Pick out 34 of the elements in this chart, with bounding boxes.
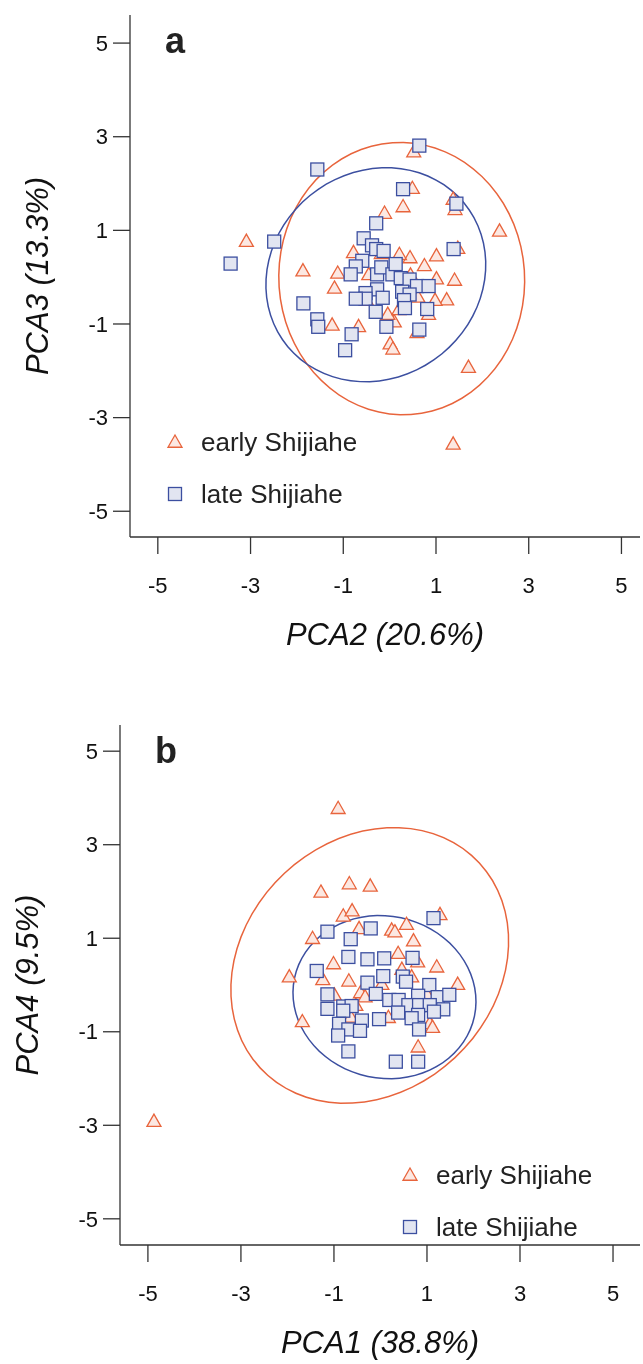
x-tick-label: -5 [138,1281,158,1306]
x-axis-title: PCA2 (20.6%) [285,617,485,652]
y-axis-title: PCA3 (13.3%) [20,176,55,376]
y-tick-label: -1 [78,1019,98,1045]
annotation: a [165,20,186,61]
y-tick-label: 5 [85,738,98,764]
legend-label: late Shijiahe [436,1212,578,1243]
y-tick-label: 3 [95,124,108,150]
y-axis-title: PCA4 (9.5%) [10,894,45,1076]
y-tick-label: -3 [78,1112,98,1138]
y-tick-label: 1 [95,218,108,244]
y-tick-label: 5 [95,30,108,56]
x-tick-label: 5 [615,573,628,598]
x-tick-label: 1 [429,573,443,598]
x-tick-label: -3 [240,573,261,598]
x-tick-label: -3 [231,1281,251,1306]
x-tick-label: 1 [420,1281,434,1306]
annotation: b [155,730,177,771]
legend-label: early Shijiahe [436,1160,593,1191]
y-tick-label: 1 [85,925,98,951]
legend-label: late Shijiahe [201,479,343,510]
legend-label: early Shijiahe [201,427,358,458]
x-axis-title: PCA1 (38.8%) [280,1325,480,1360]
y-tick-label: 3 [85,832,98,858]
x-tick-label: -1 [333,573,354,598]
y-tick-label: -3 [88,405,108,431]
y-tick-label: -1 [88,311,108,337]
x-tick-label: -1 [324,1281,344,1306]
x-tick-label: 3 [513,1281,527,1306]
x-tick-label: 3 [522,573,535,598]
y-tick-label: -5 [78,1206,98,1232]
y-tick-label: -5 [88,498,108,524]
x-tick-label: -5 [148,573,168,598]
x-tick-label: 5 [606,1281,620,1306]
